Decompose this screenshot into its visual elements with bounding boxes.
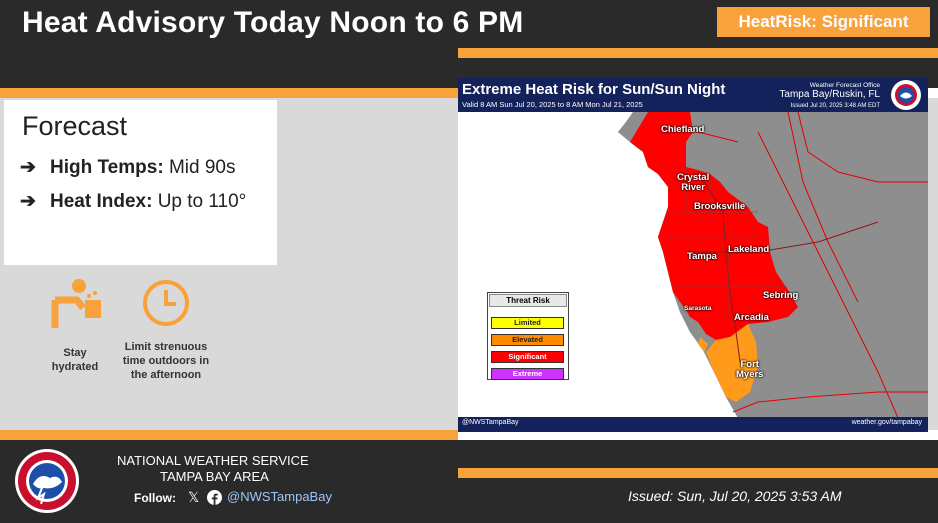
city-label-lakeland: Lakeland <box>728 244 770 255</box>
footer-bar <box>0 440 938 523</box>
drink-water-icon <box>51 279 101 328</box>
city-label-brooksville: Brooksville <box>694 201 746 212</box>
city-label-tampa: Tampa <box>687 251 717 262</box>
forecast-item-label: High Temps: <box>50 157 164 178</box>
map-footer: @NWSTampaBay weather.gov/tampabay <box>458 417 928 432</box>
map-issued: Issued Jul 20, 2025 3:48 AM EDT <box>790 103 880 109</box>
accent-stripe <box>0 88 458 98</box>
accent-stripe <box>0 430 458 440</box>
city-label-arcadia: Arcadia <box>734 312 769 323</box>
legend-item-significant: Significant <box>491 351 564 363</box>
map-social-handle: @NWSTampaBay <box>462 419 519 426</box>
map-valid-time: Valid 8 AM Sun Jul 20, 2025 to 8 AM Mon … <box>462 100 643 109</box>
forecast-item-heat-index: ➔ Heat Index: Up to 110° <box>20 190 246 213</box>
legend-item-limited: Limited <box>491 317 564 329</box>
tip-hydrate: Stay hydrated <box>40 278 110 374</box>
map-title: Extreme Heat Risk for Sun/Sun Night <box>462 81 726 98</box>
facebook-icon[interactable] <box>207 490 222 505</box>
issued-timestamp: Issued: Sun, Jul 20, 2025 3:53 AM <box>628 488 842 504</box>
arrow-right-icon: ➔ <box>20 191 36 212</box>
forecast-item-value: Up to 110° <box>157 191 247 212</box>
forecast-panel: Forecast ➔ High Temps: Mid 90s ➔ Heat Inde… <box>4 100 277 265</box>
heat-risk-map: Extreme Heat Risk for Sun/Sun Night Vali… <box>458 78 928 432</box>
city-label-fort-myers: Fort Myers <box>736 359 764 380</box>
map-header: Extreme Heat Risk for Sun/Sun Night Vali… <box>458 78 928 112</box>
tip-limit-outdoors: Limit strenuous time outdoors in the aft… <box>116 278 216 382</box>
header-bar: Heat Advisory Today Noon to 6 PM HeatRis… <box>0 0 938 88</box>
city-label-chiefland: Chiefland <box>661 124 705 135</box>
heatrisk-badge: HeatRisk: Significant <box>717 7 930 37</box>
city-label-crystal-river: Crystal River <box>677 172 710 193</box>
accent-stripe <box>458 468 938 478</box>
legend-title: Threat Risk <box>489 294 567 307</box>
tip-text: Limit strenuous time outdoors in the aft… <box>122 341 210 381</box>
legend-item-extreme: Extreme <box>491 368 564 380</box>
map-office-label: Weather Forecast Office <box>809 82 880 89</box>
forecast-item-label: Heat Index: <box>50 191 153 212</box>
city-label-sebring: Sebring <box>763 290 799 301</box>
tip-text: Stay hydrated <box>51 347 99 373</box>
forecast-title: Forecast <box>22 111 128 141</box>
city-label-sarasota: Sarasota <box>684 305 712 312</box>
legend-item-elevated: Elevated <box>491 334 564 346</box>
accent-stripe <box>458 48 938 58</box>
arrow-right-icon: ➔ <box>20 157 36 178</box>
page-title: Heat Advisory Today Noon to 6 PM <box>22 6 524 39</box>
clock-icon <box>143 280 189 326</box>
nws-logo-icon <box>891 80 921 110</box>
map-office-name: Tampa Bay/Ruskin, FL <box>779 89 880 100</box>
forecast-item-value: Mid 90s <box>168 157 236 178</box>
map-legend: Threat Risk Limited Elevated Significant… <box>487 292 569 380</box>
x-logo-icon[interactable]: 𝕏 <box>188 489 200 505</box>
nws-logo-icon <box>15 449 79 513</box>
social-handle-link[interactable]: @NWSTampaBay <box>227 489 332 504</box>
forecast-item-high-temps: ➔ High Temps: Mid 90s <box>20 156 235 179</box>
org-name: NATIONAL WEATHER SERVICE <box>117 453 309 468</box>
follow-label: Follow: <box>134 491 176 505</box>
org-area: TAMPA BAY AREA <box>160 469 269 484</box>
map-url: weather.gov/tampabay <box>851 419 922 426</box>
